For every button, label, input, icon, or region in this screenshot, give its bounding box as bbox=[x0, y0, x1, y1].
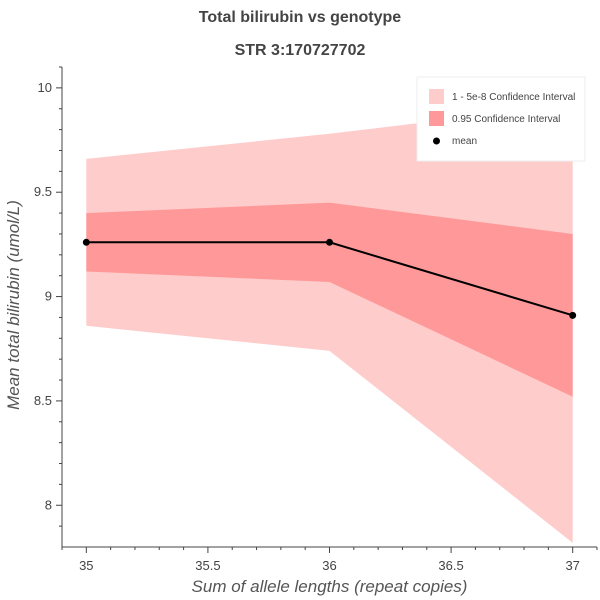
x-tick-label: 35 bbox=[79, 558, 93, 573]
mean-point bbox=[569, 311, 577, 319]
legend-marker bbox=[433, 137, 440, 145]
confidence-band-2 bbox=[86, 202, 573, 397]
mean-point bbox=[82, 238, 90, 246]
x-axis-label: Sum of allele lengths (repeat copies) bbox=[191, 577, 468, 596]
y-tick-label: 9 bbox=[45, 289, 52, 304]
x-tick-label: 36 bbox=[322, 558, 336, 573]
legend-swatch bbox=[429, 111, 444, 126]
legend-label: 1 - 5e-8 Confidence Interval bbox=[452, 92, 575, 103]
legend-label: mean bbox=[452, 136, 477, 147]
x-tick-label: 37 bbox=[565, 558, 579, 573]
legend-box bbox=[416, 76, 586, 162]
legend-swatch bbox=[429, 89, 444, 104]
y-tick-label: 10 bbox=[38, 80, 52, 95]
legend-label: 0.95 Confidence Interval bbox=[452, 114, 560, 125]
chart-title: Total bilirubin vs genotype bbox=[198, 9, 402, 26]
x-tick-label: 35.5 bbox=[195, 558, 220, 573]
x-tick-label: 36.5 bbox=[438, 558, 463, 573]
y-tick-label: 8.5 bbox=[34, 393, 52, 408]
y-tick-label: 9.5 bbox=[34, 184, 52, 199]
mean-point bbox=[326, 238, 333, 246]
y-tick-label: 8 bbox=[45, 497, 52, 512]
chart-subtitle: STR 3:170727702 bbox=[234, 42, 366, 59]
